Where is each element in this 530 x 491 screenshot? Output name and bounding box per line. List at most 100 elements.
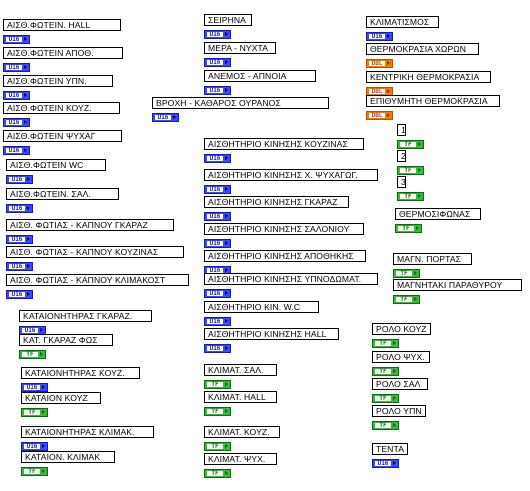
terminal-label[interactable]: ΚΑΤΑΙΟΝΗΤΗΡΑΣ ΚΟΥΖ. xyxy=(21,367,140,379)
terminal-type-tf-icon[interactable]: TF xyxy=(19,350,46,359)
terminal-label[interactable]: ΜΑΓΝ. ΠΟΡΤΑΣ xyxy=(393,253,472,265)
terminal-type-tf-icon[interactable]: TF xyxy=(204,407,231,416)
terminal-type-u16-icon[interactable]: U16 xyxy=(204,344,231,353)
terminal-label[interactable]: ΚΑΤ. ΓΚΑΡΑΖ ΦΩΣ xyxy=(19,334,113,346)
terminal-type-u16-icon[interactable]: U16 xyxy=(6,290,33,299)
terminal-c1-05[interactable]: ΑΙΣΘ.ΦΩΤΕΙΝ ΨΥΧΑΓ U16 xyxy=(3,126,122,155)
terminal-c2-03[interactable]: ΑΝΕΜΟΣ - ΑΠΝΟΙΑ U16 xyxy=(204,66,316,95)
terminal-label[interactable]: ΑΙΣΘ.ΦΩΤΕΙΝ ΚΟΥΖ. xyxy=(3,102,120,114)
terminal-label[interactable]: ΑΙΣΘ. ΦΩΤΙΑΣ - ΚΑΠΝΟΥ ΚΟΥΖΙΝΑΣ xyxy=(6,246,184,258)
terminal-type-u16-icon[interactable]: U16 xyxy=(366,32,393,41)
terminal-c1-09[interactable]: ΑΙΣΘ. ΦΩΤΙΑΣ - ΚΑΠΝΟΥ ΚΟΥΖΙΝΑΣ U16 xyxy=(6,242,184,271)
terminal-type-u16-icon[interactable]: U16 xyxy=(21,442,48,451)
terminal-label[interactable]: ΑΙΣΘΗΤΗΡΙΟ ΚΙΝΗΣΗΣ ΚΟΥΖΙΝΑΣ xyxy=(204,138,364,150)
terminal-c1-03[interactable]: ΑΙΣΘ.ΦΩΤΕΙΝ ΥΠΝ. U16 xyxy=(3,71,113,100)
terminal-type-u16-icon[interactable]: U16 xyxy=(3,91,30,100)
terminal-type-tf-icon[interactable]: TF xyxy=(393,295,420,304)
terminal-type-tf-icon[interactable]: TF xyxy=(21,467,48,476)
terminal-c3-04[interactable]: ΕΠΙΘΥΜΗΤΗ ΘΕΡΜΟΚΡΑΣΙΑ DBL xyxy=(366,91,500,120)
terminal-type-u16-icon[interactable]: U16 xyxy=(3,35,30,44)
terminal-type-tf-icon[interactable]: TF xyxy=(372,367,399,376)
terminal-label[interactable]: ΜΑΓΝΗΤΑΚΙ ΠΑΡΑΘΥΡΟΥ xyxy=(393,279,522,291)
terminal-label[interactable]: ΘΕΡΜΟΚΡΑΣΙΑ ΧΩΡΩΝ xyxy=(366,43,479,55)
terminal-c3-11[interactable]: ΡΟΛΟ ΚΟΥΖ TF xyxy=(372,319,431,348)
terminal-c2-08[interactable]: ΑΙΣΘΗΤΗΡΙΟ ΚΙΝΗΣΗΣ ΣΑΛΟΝΙΟΥ U16 xyxy=(204,219,364,248)
terminal-type-tf-icon[interactable]: TF xyxy=(397,166,424,175)
terminal-type-tf-icon[interactable]: TF xyxy=(397,140,424,149)
terminal-type-u16-icon[interactable]: U16 xyxy=(204,289,231,298)
terminal-c1-15[interactable]: ΚΑΤΑΙΟΝΗΤΗΡΑΣ ΚΛΙΜΑΚ. U16 xyxy=(21,422,154,451)
terminal-c1-06[interactable]: ΑΙΣΘ.ΦΩΤΕΙΝ WC U16 xyxy=(6,155,106,184)
terminal-label[interactable]: ΑΙΣΘ.ΦΩΤΕΙΝ. HALL xyxy=(3,19,121,31)
terminal-type-u16-icon[interactable]: U16 xyxy=(3,146,30,155)
terminal-label[interactable]: ΑΙΣΘ.ΦΩΤΕΙΝ ΑΠΟΘ. xyxy=(3,47,123,59)
terminal-label[interactable]: ΡΟΛΟ ΣΑΛ xyxy=(372,378,428,390)
terminal-type-u16-icon[interactable]: U16 xyxy=(3,118,30,127)
terminal-c2-15[interactable]: ΚΛΙΜΑΤ. ΚΟΥΖ. TF xyxy=(204,422,280,451)
terminal-c2-16[interactable]: ΚΛΙΜΑΤ. ΨΥΧ. TF xyxy=(204,449,277,478)
terminal-type-u16-icon[interactable]: U16 xyxy=(152,113,179,122)
terminal-label[interactable]: ΚΛΙΜΑΤ. ΨΥΧ. xyxy=(204,453,277,465)
terminal-c1-02[interactable]: ΑΙΣΘ.ΦΩΤΕΙΝ ΑΠΟΘ. U16 xyxy=(3,43,123,72)
terminal-type-tf-icon[interactable]: TF xyxy=(372,421,399,430)
terminal-label[interactable]: ΣΕΙΡΗΝΑ xyxy=(204,14,252,26)
terminal-label[interactable]: ΚΑΤΑΙΟΝΗΤΗΡΑΣ ΓΚΑΡΑΖ. xyxy=(19,310,152,322)
terminal-label[interactable]: ΑΝΕΜΟΣ - ΑΠΝΟΙΑ xyxy=(204,70,316,82)
terminal-c1-08[interactable]: ΑΙΣΘ. ΦΩΤΙΑΣ - ΚΑΠΝΟΥ ΓΚΑΡΑΖ U16 xyxy=(6,215,174,244)
terminal-c2-10[interactable]: ΑΙΣΘΗΤΗΡΙΟ ΚΙΝΗΣΗΣ ΥΠΝΟΔΩΜΑΤ. U16 xyxy=(204,269,378,298)
terminal-label[interactable]: ΘΕΡΜΟΣΙΦΩΝΑΣ xyxy=(395,208,481,220)
terminal-label[interactable]: ΚΑΤΑΙΟΝ ΚΟΥΖ xyxy=(21,392,101,404)
terminal-label[interactable]: ΚΛΙΜΑΤ. ΣΑΛ. xyxy=(204,364,277,376)
terminal-label[interactable]: ΡΟΛΟ ΚΟΥΖ xyxy=(372,323,431,335)
terminal-label[interactable]: ΑΙΣΘΗΤΗΡΙΟ ΚΙΝΗΣΗΣ ΣΑΛΟΝΙΟΥ xyxy=(204,223,364,235)
terminal-type-u16-icon[interactable]: U16 xyxy=(204,58,231,67)
terminal-label[interactable]: ΑΙΣΘ.ΦΩΤΕΙΝ WC xyxy=(6,159,106,171)
terminal-label[interactable]: ΑΙΣΘ. ΦΩΤΙΑΣ - ΚΑΠΝΟΥ ΚΛΙΜΑΚΟΣΤ xyxy=(6,274,189,286)
terminal-c1-04[interactable]: ΑΙΣΘ.ΦΩΤΕΙΝ ΚΟΥΖ. U16 xyxy=(3,98,120,127)
terminal-c2-12[interactable]: ΑΙΣΘΗΤΗΡΙΟ ΚΙΝΗΣΗΣ HALL U16 xyxy=(204,324,339,353)
terminal-label[interactable]: ΑΙΣΘΗΤΗΡΙΟ ΚΙΝΗΣΗΣ ΑΠΟΘΗΚΗΣ xyxy=(204,250,366,262)
terminal-c3-02[interactable]: ΘΕΡΜΟΚΡΑΣΙΑ ΧΩΡΩΝ DBL xyxy=(366,39,479,68)
terminal-type-tf-icon[interactable]: TF xyxy=(204,380,231,389)
terminal-c1-10[interactable]: ΑΙΣΘ. ΦΩΤΙΑΣ - ΚΑΠΝΟΥ ΚΛΙΜΑΚΟΣΤ U16 xyxy=(6,270,189,299)
terminal-c2-01[interactable]: ΣΕΙΡΗΝΑ U16 xyxy=(204,10,252,39)
terminal-type-u16-icon[interactable]: U16 xyxy=(204,317,231,326)
terminal-c2-13[interactable]: ΚΛΙΜΑΤ. ΣΑΛ. TF xyxy=(204,360,277,389)
terminal-c3-10[interactable]: ΜΑΓΝΗΤΑΚΙ ΠΑΡΑΘΥΡΟΥ TF xyxy=(393,275,522,304)
terminal-type-tf-icon[interactable]: TF xyxy=(21,408,48,417)
terminal-label[interactable]: ΚΛΙΜΑΤ. ΚΟΥΖ. xyxy=(204,426,280,438)
terminal-label[interactable]: ΚΛΙΜΑΤ. HALL xyxy=(204,391,277,403)
terminal-label[interactable]: ΑΙΣΘ.ΦΩΤΕΙΝ ΨΥΧΑΓ xyxy=(3,130,122,142)
terminal-label[interactable]: 3 xyxy=(397,176,406,188)
terminal-label[interactable]: ΚΛΙΜΑΤΙΣΜΟΣ xyxy=(366,16,439,28)
terminal-c2-06[interactable]: ΑΙΣΘΗΤΗΡΙΟ ΚΙΝΗΣΗΣ Χ. ΨΥΧΑΓΩΓ. U16 xyxy=(204,165,378,194)
terminal-c3-13[interactable]: ΡΟΛΟ ΣΑΛ TF xyxy=(372,374,428,403)
terminal-label[interactable]: ΚΑΤΑΙΟΝΗΤΗΡΑΣ ΚΛΙΜΑΚ. xyxy=(21,426,154,438)
terminal-label[interactable]: ΑΙΣΘΗΤΗΡΙΟ ΚΙΝΗΣΗΣ ΓΚΑΡΑΖ xyxy=(204,196,349,208)
terminal-type-u16-icon[interactable]: U16 xyxy=(6,262,33,271)
terminal-c3-07[interactable]: 3 TF xyxy=(397,172,424,201)
terminal-type-u16-icon[interactable]: U16 xyxy=(21,383,48,392)
terminal-label[interactable]: ΜΕΡΑ - ΝΥΧΤΑ xyxy=(204,42,276,54)
terminal-type-tf-icon[interactable]: TF xyxy=(372,394,399,403)
terminal-c2-11[interactable]: ΑΙΣΘΗΤΗΡΙΟ ΚΙΝ. W.C U16 xyxy=(204,297,319,326)
terminal-c1-12[interactable]: ΚΑΤ. ΓΚΑΡΑΖ ΦΩΣ TF xyxy=(19,330,113,359)
terminal-c3-01[interactable]: ΚΛΙΜΑΤΙΣΜΟΣ U16 xyxy=(366,12,439,41)
terminal-c3-05[interactable]: 1 TF xyxy=(397,120,424,149)
terminal-c3-12[interactable]: ΡΟΛΟ ΨΥΧ. TF xyxy=(372,347,430,376)
terminal-type-u16-icon[interactable]: U16 xyxy=(204,239,231,248)
terminal-label[interactable]: ΤΕΝΤΑ xyxy=(372,443,408,455)
terminal-c1-16[interactable]: ΚΑΤΑΙΟΝ. ΚΛΙΜΑΚ TF xyxy=(21,447,115,476)
terminal-type-u16-icon[interactable]: U16 xyxy=(6,235,33,244)
terminal-label[interactable]: ΑΙΣΘ. ΦΩΤΙΑΣ - ΚΑΠΝΟΥ ΓΚΑΡΑΖ xyxy=(6,219,174,231)
terminal-type-tf-icon[interactable]: TF xyxy=(204,469,231,478)
terminal-label[interactable]: ΑΙΣΘ.ΦΩΤΕΙΝ ΥΠΝ. xyxy=(3,75,113,87)
terminal-type-u16-icon[interactable]: U16 xyxy=(204,86,231,95)
terminal-label[interactable]: ΑΙΣΘ.ΦΩΤΕΙΝ. ΣΑΛ. xyxy=(6,188,119,200)
terminal-c3-15[interactable]: ΤΕΝΤΑ U16 xyxy=(372,439,408,468)
terminal-label[interactable]: ΡΟΛΟ ΨΥΧ. xyxy=(372,351,430,363)
terminal-c2-04[interactable]: ΒΡΟΧΗ - ΚΑΘΑΡΟΣ ΟΥΡΑΝΟΣ U16 xyxy=(152,93,329,122)
terminal-label[interactable]: ΑΙΣΘΗΤΗΡΙΟ ΚΙΝΗΣΗΣ HALL xyxy=(204,328,339,340)
terminal-type-tf-icon[interactable]: TF xyxy=(397,192,424,201)
terminal-c3-14[interactable]: ΡΟΛΟ ΥΠΝ TF xyxy=(372,401,426,430)
